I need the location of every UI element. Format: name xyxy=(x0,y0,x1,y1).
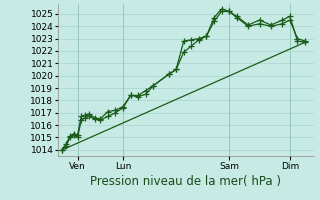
X-axis label: Pression niveau de la mer( hPa ): Pression niveau de la mer( hPa ) xyxy=(90,175,281,188)
